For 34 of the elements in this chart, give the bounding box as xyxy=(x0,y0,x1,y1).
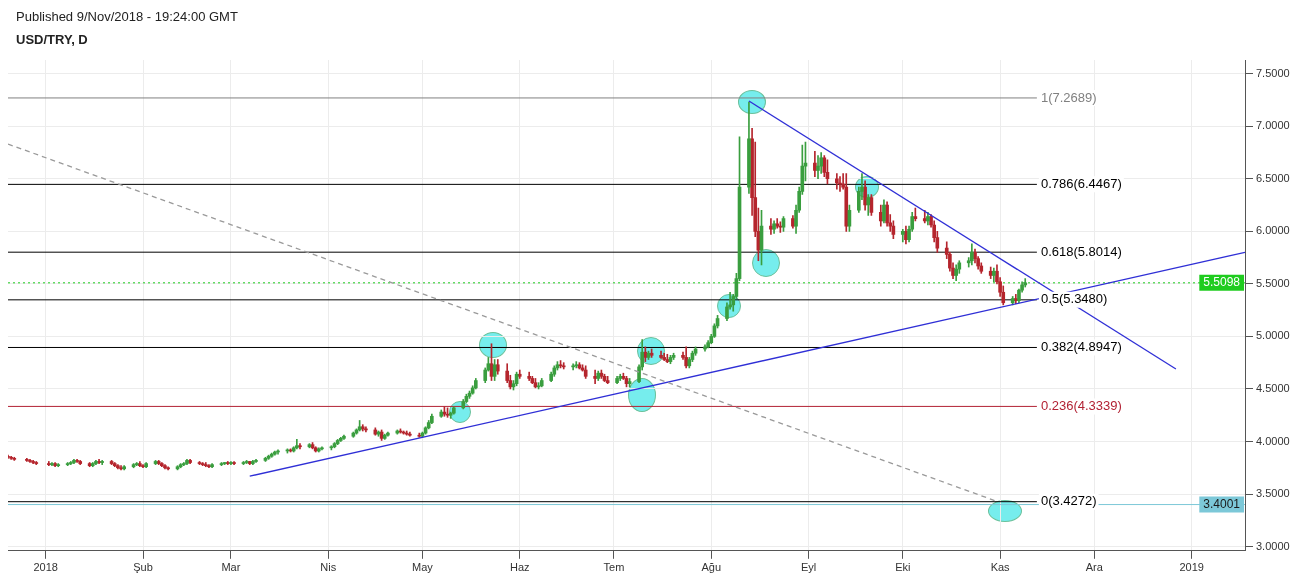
y-tick-label: 6.5000 xyxy=(1256,171,1290,184)
x-tick-label: 2019 xyxy=(1179,561,1204,574)
ref-line-label: 0.382(4.8947) xyxy=(1040,339,1122,355)
x-tick-label: May xyxy=(412,561,434,574)
ref-line-label: 0.236(4.3339) xyxy=(1040,397,1122,413)
y-tick-label: 5.5000 xyxy=(1256,276,1290,289)
x-tick-label: Ağu xyxy=(701,561,722,574)
ref-line-label: 3.4001 xyxy=(1203,496,1241,511)
y-tick-label: 3.5000 xyxy=(1256,487,1290,500)
ref-line-label: 1(7.2689) xyxy=(1040,89,1097,105)
x-tick-label: Eki xyxy=(895,561,911,574)
ref-line-label: 0.618(5.8014) xyxy=(1040,243,1122,259)
ref-line-label: 0.786(6.4467) xyxy=(1040,175,1122,191)
chart-subtitle: Published 9/Nov/2018 - 19:24:00 GMT xyxy=(16,9,238,24)
x-tick-label: Haz xyxy=(509,561,530,574)
y-tick-label: 5.0000 xyxy=(1256,329,1290,342)
x-tick-label: Nis xyxy=(320,561,337,574)
x-tick-label: Ara xyxy=(1085,561,1104,574)
x-tick-label: Eyl xyxy=(800,561,817,574)
x-tick-label: 2018 xyxy=(33,561,58,574)
x-tick-label: Tem xyxy=(603,561,625,574)
ref-line-label: 0.5(5.3480) xyxy=(1040,291,1108,307)
x-tick-label: Şub xyxy=(133,561,153,574)
y-tick-label: 4.0000 xyxy=(1256,434,1290,447)
y-tick-label: 3.0000 xyxy=(1256,539,1290,552)
x-tick-label: Mar xyxy=(221,561,241,574)
y-tick-label: 4.5000 xyxy=(1256,381,1290,394)
x-tick-label: Kas xyxy=(990,561,1011,574)
chart-title: USD/TRY, D xyxy=(16,32,88,47)
y-tick-label: 7.0000 xyxy=(1256,119,1290,132)
ref-line-label: 5.5098 xyxy=(1203,275,1241,290)
ref-line-label: 0(3.4272) xyxy=(1040,493,1097,509)
y-tick-label: 7.5000 xyxy=(1256,66,1290,79)
y-tick-label: 6.0000 xyxy=(1256,224,1290,237)
